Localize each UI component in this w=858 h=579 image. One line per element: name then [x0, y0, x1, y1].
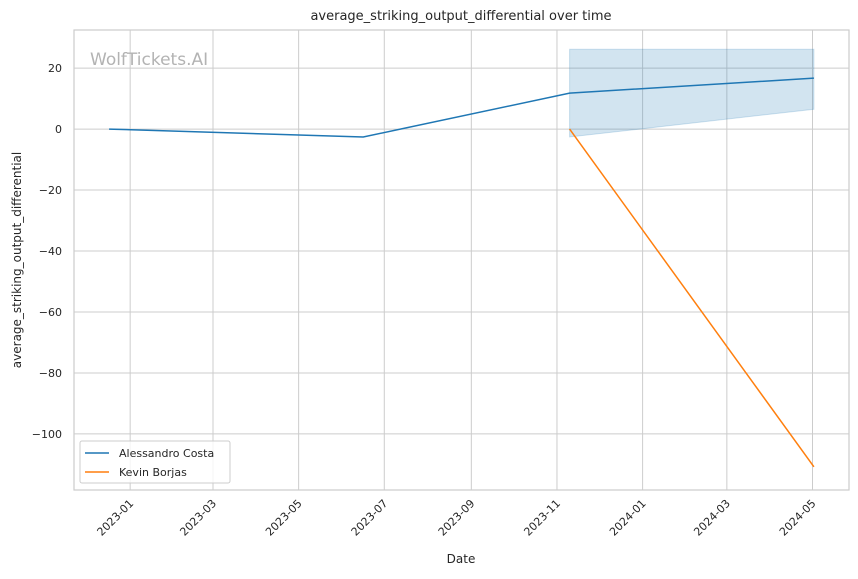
x-tick-label: 2023-01 [95, 497, 137, 539]
y-tick-label: −40 [39, 245, 62, 258]
y-axis-label: average_striking_output_differential [10, 152, 24, 368]
x-tick-label: 2024-01 [607, 497, 649, 539]
x-tick-label: 2023-03 [177, 497, 219, 539]
legend-label: Kevin Borjas [119, 466, 187, 479]
x-tick-label: 2024-05 [777, 497, 819, 539]
y-tick-label: −20 [39, 184, 62, 197]
y-tick-label: −60 [39, 306, 62, 319]
legend-label: Alessandro Costa [119, 447, 214, 460]
y-tick-label: 20 [48, 62, 62, 75]
chart-title: average_striking_output_differential ove… [310, 9, 611, 24]
x-tick-label: 2024-03 [691, 497, 733, 539]
x-tick-label: 2023-05 [263, 497, 305, 539]
x-tick-label: 2023-11 [521, 497, 563, 539]
watermark: WolfTickets.AI [90, 50, 208, 70]
y-tick-label: −80 [39, 367, 62, 380]
x-tick-label: 2023-07 [349, 497, 391, 539]
y-tick-label: 0 [55, 123, 62, 136]
x-tick-label: 2023-09 [436, 497, 478, 539]
legend: Alessandro Costa Kevin Borjas [80, 441, 230, 483]
x-axis-label: Date [447, 552, 476, 566]
y-tick-label: −100 [32, 428, 62, 441]
